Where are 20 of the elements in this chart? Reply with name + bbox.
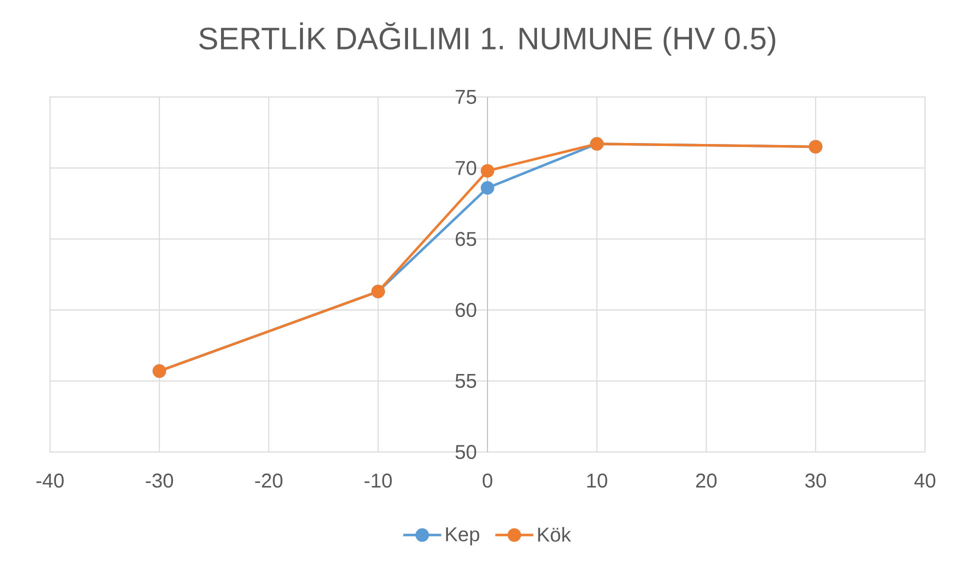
point xyxy=(480,181,494,195)
y-tick-label: 70 xyxy=(456,160,476,176)
y-tick-label: 55 xyxy=(456,374,476,388)
point xyxy=(480,164,494,178)
x-tick-label: -10 xyxy=(364,474,392,488)
x-tick-label: -40 xyxy=(36,474,64,488)
y-tick-label: 60 xyxy=(456,302,476,318)
y-tick-label: 50 xyxy=(456,444,476,460)
legend-label: Kök xyxy=(538,527,572,542)
x-tick-label: 30 xyxy=(805,474,826,488)
x-tick-label: 0 xyxy=(482,474,492,488)
y-tick-label: 75 xyxy=(456,90,476,104)
y-tick-label: 65 xyxy=(456,232,476,246)
x-tick-label: 40 xyxy=(914,474,936,488)
chart-title: SERTLİK DAĞILIMI 1. NUMUNE (HV 0.5) xyxy=(199,22,776,56)
x-tick-label: 20 xyxy=(696,474,717,488)
x-tick-label: 10 xyxy=(587,474,608,488)
legend-label: Kep xyxy=(446,527,480,546)
x-tick-label: -30 xyxy=(146,474,174,488)
x-tick-label: -20 xyxy=(255,474,282,488)
